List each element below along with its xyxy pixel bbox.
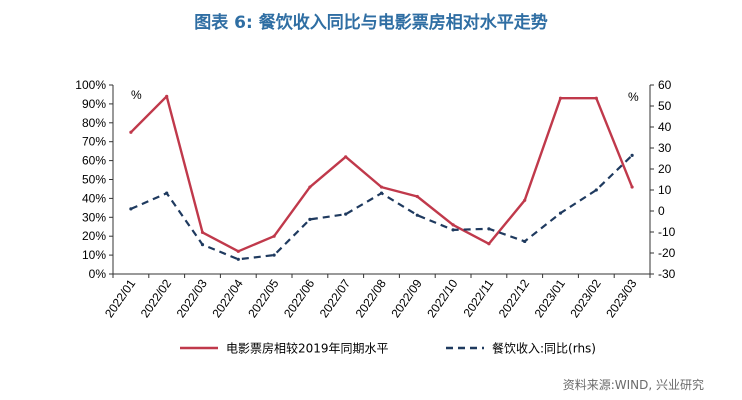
left-tick-label: 90% <box>82 97 106 111</box>
x-tick-label: 2022/03 <box>174 276 211 320</box>
legend-label-catering: 餐饮收入:同比(rhs) <box>492 341 596 356</box>
left-tick-label: 0% <box>89 267 107 281</box>
right-axis-unit: % <box>628 90 639 104</box>
left-tick-label: 70% <box>82 135 106 149</box>
catering-point <box>630 153 634 157</box>
x-tick-label: 2022/06 <box>281 276 318 320</box>
x-tick-label: 2022/09 <box>388 276 425 320</box>
axes: 0%10%20%30%40%50%60%70%80%90%100%-30-20-… <box>75 78 675 320</box>
x-tick-label: 2022/07 <box>317 276 354 320</box>
right-tick-label: 50 <box>658 99 672 113</box>
box-office-point <box>236 249 240 253</box>
right-tick-label: -30 <box>658 267 676 281</box>
series-line-catering <box>130 154 633 261</box>
box-office-point <box>558 96 563 100</box>
catering-point <box>129 207 133 211</box>
box-office-point <box>129 130 133 134</box>
x-tick-label: 2022/04 <box>209 276 246 320</box>
left-tick-label: 80% <box>82 116 106 130</box>
right-tick-label: 0 <box>658 204 665 218</box>
legend: 电影票房相较2019年同期水平 餐饮收入:同比(rhs) <box>180 341 596 356</box>
catering-point <box>272 253 276 257</box>
box-office-point <box>165 94 169 98</box>
box-office-point <box>272 234 276 238</box>
catering-point <box>165 191 169 195</box>
right-tick-label: 20 <box>658 162 672 176</box>
left-axis-unit: % <box>131 88 142 102</box>
catering-point <box>236 257 240 261</box>
right-tick-label: 60 <box>658 78 672 92</box>
box-office-point <box>344 155 348 159</box>
box-office-point <box>308 185 312 189</box>
right-tick-label: -20 <box>658 246 676 260</box>
box-office-point <box>523 198 527 202</box>
box-office-point <box>451 223 455 227</box>
left-tick-label: 40% <box>82 191 106 205</box>
catering-point <box>451 228 455 232</box>
box-office-point <box>630 185 634 189</box>
catering-point <box>379 191 384 195</box>
catering-point <box>415 213 419 217</box>
box-office-point <box>415 194 419 199</box>
x-tick-label: 2023/03 <box>603 276 640 320</box>
x-tick-label: 2022/11 <box>461 276 497 319</box>
catering-point <box>200 243 205 247</box>
right-tick-label: 40 <box>658 120 672 134</box>
right-tick-label: 30 <box>658 141 672 155</box>
x-tick-label: 2022/02 <box>138 276 175 320</box>
left-tick-label: 60% <box>82 154 106 168</box>
box-office-point <box>487 242 491 246</box>
x-tick-label: 2022/05 <box>245 276 282 320</box>
catering-point <box>487 227 491 231</box>
chart-title: 图表 6: 餐饮收入同比与电影票房相对水平走势 <box>194 13 548 33</box>
box-office-point <box>200 230 205 235</box>
source-note: 资料来源:WIND, 兴业研究 <box>562 378 704 392</box>
left-tick-label: 10% <box>82 248 106 262</box>
catering-point <box>594 188 598 192</box>
x-tick-label: 2022/10 <box>424 276 461 320</box>
left-tick-label: 20% <box>82 229 106 243</box>
x-tick-label: 2023/02 <box>567 276 604 320</box>
left-tick-label: 50% <box>82 173 106 187</box>
right-tick-label: -10 <box>658 225 676 239</box>
legend-label-box-office: 电影票房相较2019年同期水平 <box>226 341 389 356</box>
right-tick-label: 10 <box>658 183 672 197</box>
catering-point <box>308 217 312 221</box>
box-office-point <box>379 185 384 189</box>
series-line-box-office <box>130 95 634 253</box>
x-tick-label: 2022/08 <box>353 276 390 320</box>
x-tick-label: 2022/12 <box>496 276 533 320</box>
catering-point <box>558 211 563 215</box>
catering-point <box>523 239 527 244</box>
x-tick-label: 2023/01 <box>532 276 569 320</box>
box-office-point <box>594 96 598 100</box>
x-tick-label: 2022/01 <box>102 276 139 320</box>
left-tick-label: 100% <box>75 78 106 92</box>
series-layer <box>129 94 634 261</box>
left-tick-label: 30% <box>82 210 106 224</box>
catering-point <box>344 212 348 216</box>
